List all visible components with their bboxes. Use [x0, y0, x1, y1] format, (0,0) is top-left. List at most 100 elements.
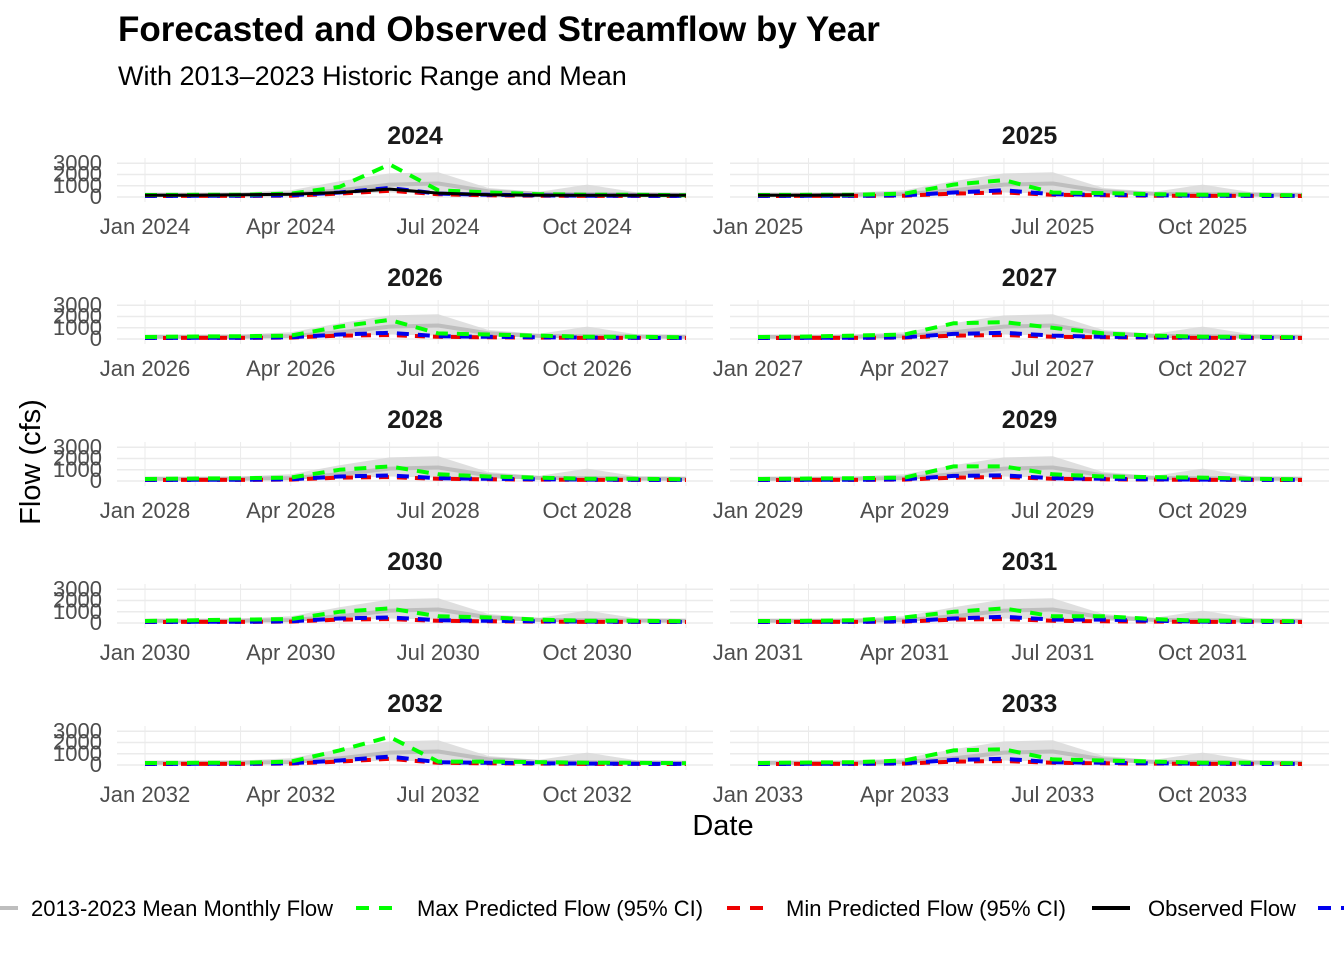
series-min-line [757, 617, 1303, 624]
x-tick-label: Apr 2026 [246, 356, 335, 381]
series-min-line [757, 190, 1303, 198]
y-tick-label: 3000 [53, 576, 102, 601]
series-blue-line [757, 330, 1303, 340]
x-tick-label: Jul 2027 [1011, 356, 1094, 381]
panel-title: 2028 [387, 406, 443, 434]
x-tick-label: Oct 2025 [1158, 214, 1247, 239]
series-max-line [757, 747, 1303, 766]
x-tick-label: Jan 2031 [713, 640, 804, 665]
y-tick-label: 1000 [53, 315, 102, 340]
x-tick-label: Jul 2030 [397, 640, 480, 665]
panel-title: 2025 [1002, 122, 1058, 150]
panel-2033: 2033 Jan 2033 Apr 2033 Jul 2033 Oct 2033 [713, 690, 1329, 807]
x-tick-label: Jul 2029 [1011, 498, 1094, 523]
x-tick-label: Apr 2024 [246, 214, 335, 239]
legend-label: Min Predicted Flow (95% CI) [786, 896, 1066, 921]
legend-label: Observed Flow [1148, 896, 1296, 921]
series-min-line [757, 759, 1303, 766]
y-axis-title: Flow (cfs) [15, 399, 47, 525]
y-tick-label: 1000 [53, 741, 102, 766]
y-tick-label: 2000 [53, 446, 102, 471]
series-observed-line [758, 193, 855, 197]
panel-title: 2030 [387, 548, 443, 576]
x-tick-label: Jul 2031 [1011, 640, 1094, 665]
panel-title: 2024 [387, 122, 443, 150]
x-axis-title: Date [692, 810, 753, 842]
y-tick-label: 2000 [53, 730, 102, 755]
x-tick-label: Oct 2033 [1158, 782, 1247, 807]
x-tick-label: Oct 2024 [543, 214, 632, 239]
legend-label: 2013-2023 Mean Monthly Flow [31, 896, 333, 921]
series-max-line [144, 734, 687, 766]
y-tick-label: 3000 [53, 718, 102, 743]
y-tick-label: 0 [90, 610, 102, 635]
panel-title: 2027 [1002, 264, 1058, 292]
y-tick-label: 0 [90, 326, 102, 351]
y-tick-label: 0 [90, 468, 102, 493]
x-tick-label: Jul 2026 [397, 356, 480, 381]
x-tick-label: Jan 2026 [100, 356, 191, 381]
x-tick-label: Apr 2029 [860, 498, 949, 523]
x-tick-label: Oct 2031 [1158, 640, 1247, 665]
x-tick-label: Oct 2027 [1158, 356, 1247, 381]
series-min-line [757, 333, 1303, 340]
panel-title: 2032 [387, 690, 443, 718]
series-max-line [757, 464, 1303, 482]
panel-2031: 2031 Jan 2031 Apr 2031 Jul 2031 Oct 2031 [713, 548, 1329, 665]
chart-title: Forecasted and Observed Streamflow by Ye… [118, 10, 880, 49]
x-tick-label: Jan 2027 [713, 356, 804, 381]
y-tick-label: 1000 [53, 599, 102, 624]
panel-2025: 2025 Jan 2025 Apr 2025 Jul 2025 Oct 2025 [713, 122, 1329, 239]
x-tick-label: Jul 2032 [397, 782, 480, 807]
x-tick-label: Jan 2032 [100, 782, 191, 807]
x-tick-label: Apr 2028 [246, 498, 335, 523]
y-tick-label: 0 [90, 752, 102, 777]
x-tick-label: Jan 2029 [713, 498, 804, 523]
x-tick-label: Oct 2030 [543, 640, 632, 665]
panel-2029: 2029 Jan 2029 Apr 2029 Jul 2029 Oct 2029 [713, 406, 1329, 523]
series-max-line [757, 606, 1303, 624]
x-tick-label: Oct 2026 [543, 356, 632, 381]
chart-subtitle: With 2013–2023 Historic Range and Mean [118, 61, 627, 91]
legend-label: Max Predicted Flow (95% CI) [417, 896, 703, 921]
x-tick-label: Oct 2028 [543, 498, 632, 523]
x-tick-label: Jan 2025 [713, 214, 804, 239]
y-tick-label: 1000 [53, 457, 102, 482]
series-max-line [144, 606, 687, 624]
y-tick-label: 1000 [53, 173, 102, 198]
x-tick-label: Apr 2031 [860, 640, 949, 665]
y-tick-label: 3000 [53, 292, 102, 317]
x-tick-label: Jan 2028 [100, 498, 191, 523]
x-tick-label: Apr 2027 [860, 356, 949, 381]
series-observed-line [145, 187, 686, 197]
x-tick-label: Jul 2025 [1011, 214, 1094, 239]
panel-2027: 2027 Jan 2027 Apr 2027 Jul 2027 Oct 2027 [713, 264, 1329, 381]
x-tick-label: Jan 2030 [100, 640, 191, 665]
x-tick-label: Jan 2024 [100, 214, 191, 239]
legend: 2013-2023 Mean Monthly Flow Max Predicted… [0, 896, 1344, 921]
series-max-line [144, 317, 687, 340]
panel-title: 2029 [1002, 406, 1058, 434]
y-tick-label: 2000 [53, 162, 102, 187]
x-tick-label: Apr 2030 [246, 640, 335, 665]
y-tick-label: 0 [90, 184, 102, 209]
y-tick-label: 3000 [53, 434, 102, 459]
series-min-line [757, 475, 1303, 482]
x-tick-label: Oct 2029 [1158, 498, 1247, 523]
x-tick-label: Jul 2024 [397, 214, 480, 239]
y-tick-label: 2000 [53, 588, 102, 613]
panel-title: 2031 [1002, 548, 1058, 576]
panel-title: 2026 [387, 264, 443, 292]
x-tick-label: Jul 2033 [1011, 782, 1094, 807]
series-max-line [757, 320, 1303, 340]
panel-title: 2033 [1002, 690, 1058, 718]
x-tick-label: Apr 2033 [860, 782, 949, 807]
x-tick-label: Apr 2025 [860, 214, 949, 239]
y-tick-label: 3000 [53, 150, 102, 175]
